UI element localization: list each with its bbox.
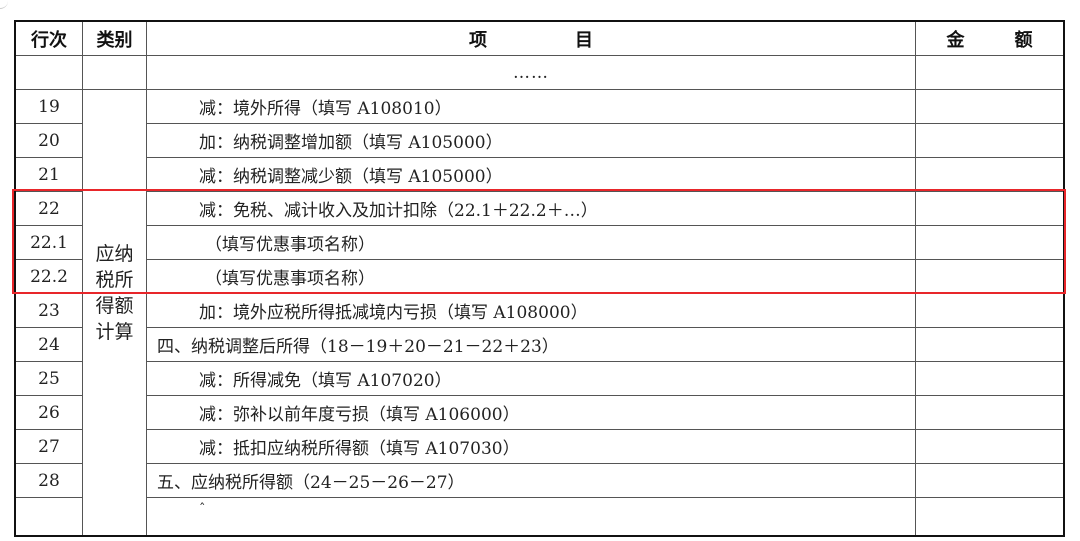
amount-cell[interactable] <box>915 157 1065 192</box>
item-text: （填写优惠事项名称） <box>146 259 916 294</box>
amount-cell[interactable] <box>915 89 1065 124</box>
row-no-cell <box>14 55 83 90</box>
table-row: 19 应纳 税所 得额 计算 减：境外所得（填写 A108010） <box>14 89 1065 537</box>
amount-cell[interactable] <box>915 123 1065 158</box>
table-header-row: 行次 类别 项目 金额 <box>14 20 1065 56</box>
row-no: 28 <box>14 463 83 498</box>
header-category: 类别 <box>82 20 147 56</box>
table-row: 26 减：弥补以前年度亏损（填写 A106000） <box>14 395 1065 430</box>
header-amount: 金额 <box>915 20 1065 56</box>
ellipsis-row: …… <box>14 55 1065 90</box>
item-text: 减：弥补以前年度亏损（填写 A106000） <box>146 395 916 430</box>
row-no: 22 <box>14 191 83 226</box>
table-row: 23 加：境外应税所得抵减境内亏损（填写 A108000） <box>14 293 1065 328</box>
row-no-cell <box>14 497 83 537</box>
category-label-line: 应纳 <box>95 242 134 265</box>
category-label-line: 税所 <box>95 268 134 291</box>
row-no: 22.1 <box>14 225 83 260</box>
item-text: 减：纳税调整减少额（填写 A105000） <box>146 157 916 192</box>
amount-cell[interactable] <box>915 395 1065 430</box>
row-no: 24 <box>14 327 83 362</box>
table-row: 25 减：所得减免（填写 A107020） <box>14 361 1065 396</box>
category-label-line: 得额 <box>95 294 134 317</box>
row-no: 21 <box>14 157 83 192</box>
row-no: 23 <box>14 293 83 328</box>
table-row: 22.1 （填写优惠事项名称） <box>14 225 1065 260</box>
row-no: 27 <box>14 429 83 464</box>
page-corner-mark <box>0 0 8 9</box>
header-amount-char: 金 <box>946 29 965 51</box>
item-text: 四、纳税调整后所得（18－19＋20－21－22＋23） <box>146 327 916 362</box>
item-text: 加：境外应税所得抵减境内亏损（填写 A108000） <box>146 293 916 328</box>
table-row: 28 五、应纳税所得额（24－25－26－27） <box>14 463 1065 498</box>
item-text: 减：抵扣应纳税所得额（填写 A107030） <box>146 429 916 464</box>
header-item: 项目 <box>146 20 916 56</box>
item-text: 五、应纳税所得额（24－25－26－27） <box>146 463 916 498</box>
amount-cell[interactable] <box>915 429 1065 464</box>
table-row: 22.2 （填写优惠事项名称） <box>14 259 1065 294</box>
category-label: 应纳 税所 得额 计算 <box>82 89 147 537</box>
header-item-char: 目 <box>575 29 593 51</box>
category-cell <box>82 55 147 90</box>
item-text: 加：纳税调整增加额（填写 A105000） <box>146 123 916 158</box>
item-text: 减：所得减免（填写 A107020） <box>146 361 916 396</box>
row-no: 19 <box>14 89 83 124</box>
empty-row: ˆ <box>14 497 1065 537</box>
table-row: 22 减：免税、减计收入及加计扣除（22.1＋22.2＋…） <box>14 191 1065 226</box>
item-text: （填写优惠事项名称） <box>146 225 916 260</box>
category-label-line: 计算 <box>95 320 134 343</box>
ellipsis-text: …… <box>146 55 916 90</box>
amount-cell[interactable] <box>915 361 1065 396</box>
header-item-char: 项 <box>469 29 487 51</box>
table-row: 24 四、纳税调整后所得（18－19＋20－21－22＋23） <box>14 327 1065 362</box>
table-row: 27 减：抵扣应纳税所得额（填写 A107030） <box>14 429 1065 464</box>
amount-cell[interactable] <box>915 293 1065 328</box>
header-row-no: 行次 <box>14 20 83 56</box>
amount-cell[interactable] <box>915 259 1065 294</box>
table-row: 21 减：纳税调整减少额（填写 A105000） <box>14 157 1065 192</box>
tax-calculation-table: 行次 类别 项目 金额 …… 19 应纳 税所 得额 计算 减：境外所得（填写 A1080… <box>14 20 1065 537</box>
item-text: 减：免税、减计收入及加计扣除（22.1＋22.2＋…） <box>146 191 916 226</box>
amount-cell[interactable] <box>915 497 1065 537</box>
amount-cell[interactable] <box>915 55 1065 90</box>
row-no: 22.2 <box>14 259 83 294</box>
item-text: 减：境外所得（填写 A108010） <box>146 89 916 124</box>
table-row: 20 加：纳税调整增加额（填写 A105000） <box>14 123 1065 158</box>
row-no: 20 <box>14 123 83 158</box>
amount-cell[interactable] <box>915 327 1065 362</box>
amount-cell[interactable] <box>915 191 1065 226</box>
header-amount-char: 额 <box>1014 29 1033 51</box>
caret-mark: ˆ <box>146 497 916 537</box>
amount-cell[interactable] <box>915 225 1065 260</box>
row-no: 25 <box>14 361 83 396</box>
amount-cell[interactable] <box>915 463 1065 498</box>
row-no: 26 <box>14 395 83 430</box>
